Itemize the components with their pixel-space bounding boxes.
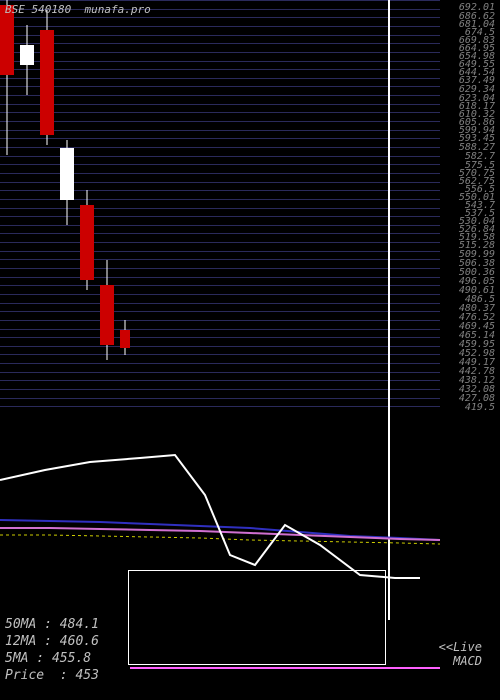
indicator-line (0, 520, 440, 540)
indicator-line (0, 535, 440, 544)
main-candlestick-chart: 692.01686.62681.04674.5669.83664.95654.9… (0, 0, 500, 415)
indicator-line (0, 528, 440, 540)
candle (80, 0, 94, 415)
candle (100, 0, 114, 415)
candle-body (60, 148, 74, 200)
info-line: 50MA : 484.1 (5, 617, 99, 634)
ticker-label: BSE 540180 (5, 3, 71, 16)
candle-body (80, 205, 94, 280)
chart-header: BSE 540180 munafa.pro (5, 3, 151, 16)
info-line: Price : 453 (5, 668, 99, 685)
candle-body (40, 30, 54, 135)
candle (0, 0, 14, 415)
watermark-label: munafa.pro (84, 3, 150, 16)
price-label: 419.5 (465, 402, 495, 413)
macd-text: MACD (439, 654, 482, 668)
candle (120, 0, 130, 415)
indicator-line (0, 455, 420, 578)
live-label: <<Live (439, 640, 482, 654)
candlesticks (0, 0, 440, 415)
candle-body (100, 285, 114, 345)
candle-body (120, 330, 130, 348)
moving-average-info: 50MA : 484.112MA : 460.65MA : 455.8Price… (5, 617, 99, 685)
macd-indicator-label: <<Live MACD (439, 640, 482, 668)
chart-container: 692.01686.62681.04674.5669.83664.95654.9… (0, 0, 500, 700)
price-axis-labels: 692.01686.62681.04674.5669.83664.95654.9… (440, 0, 495, 415)
selection-box (128, 570, 386, 665)
candle (40, 0, 54, 415)
info-line: 12MA : 460.6 (5, 634, 99, 651)
current-time-marker (388, 0, 390, 620)
candle (20, 0, 34, 415)
candle (60, 0, 74, 415)
info-line: 5MA : 455.8 (5, 651, 99, 668)
candle-body (20, 45, 34, 65)
